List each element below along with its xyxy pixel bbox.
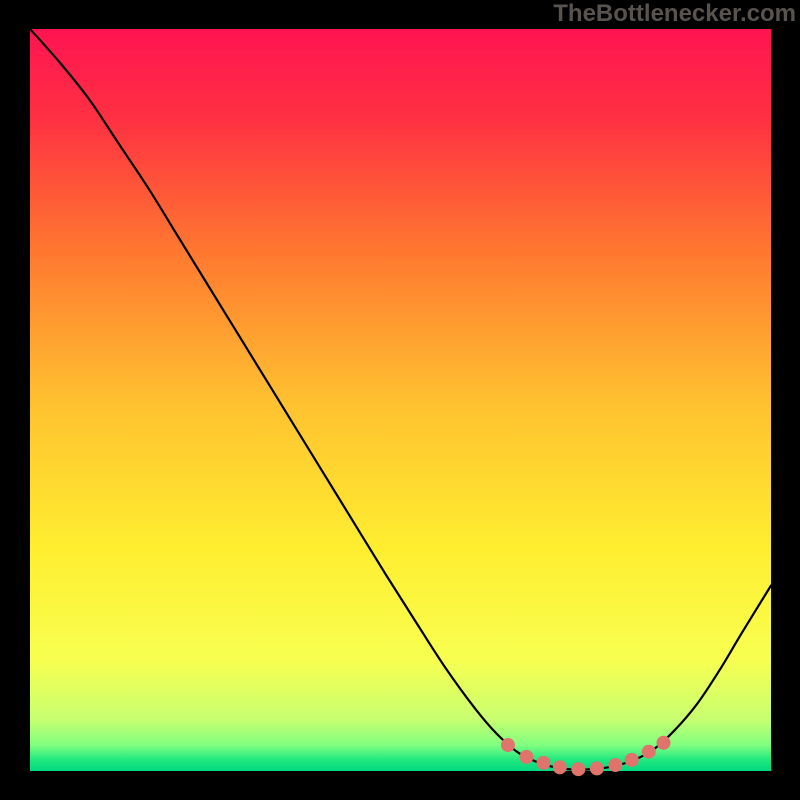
trough-marker bbox=[625, 753, 639, 767]
trough-marker bbox=[608, 758, 622, 772]
trough-marker bbox=[590, 761, 604, 775]
bottleneck-chart bbox=[0, 0, 800, 800]
trough-marker bbox=[571, 762, 585, 776]
trough-marker bbox=[501, 738, 515, 752]
trough-marker bbox=[642, 745, 656, 759]
chart-container: TheBottlenecker.com bbox=[0, 0, 800, 800]
trough-marker bbox=[519, 750, 533, 764]
trough-marker bbox=[537, 756, 551, 770]
gradient-plot-area bbox=[30, 29, 771, 771]
watermark-text: TheBottlenecker.com bbox=[553, 0, 796, 28]
trough-marker bbox=[553, 760, 567, 774]
trough-marker bbox=[657, 736, 671, 750]
